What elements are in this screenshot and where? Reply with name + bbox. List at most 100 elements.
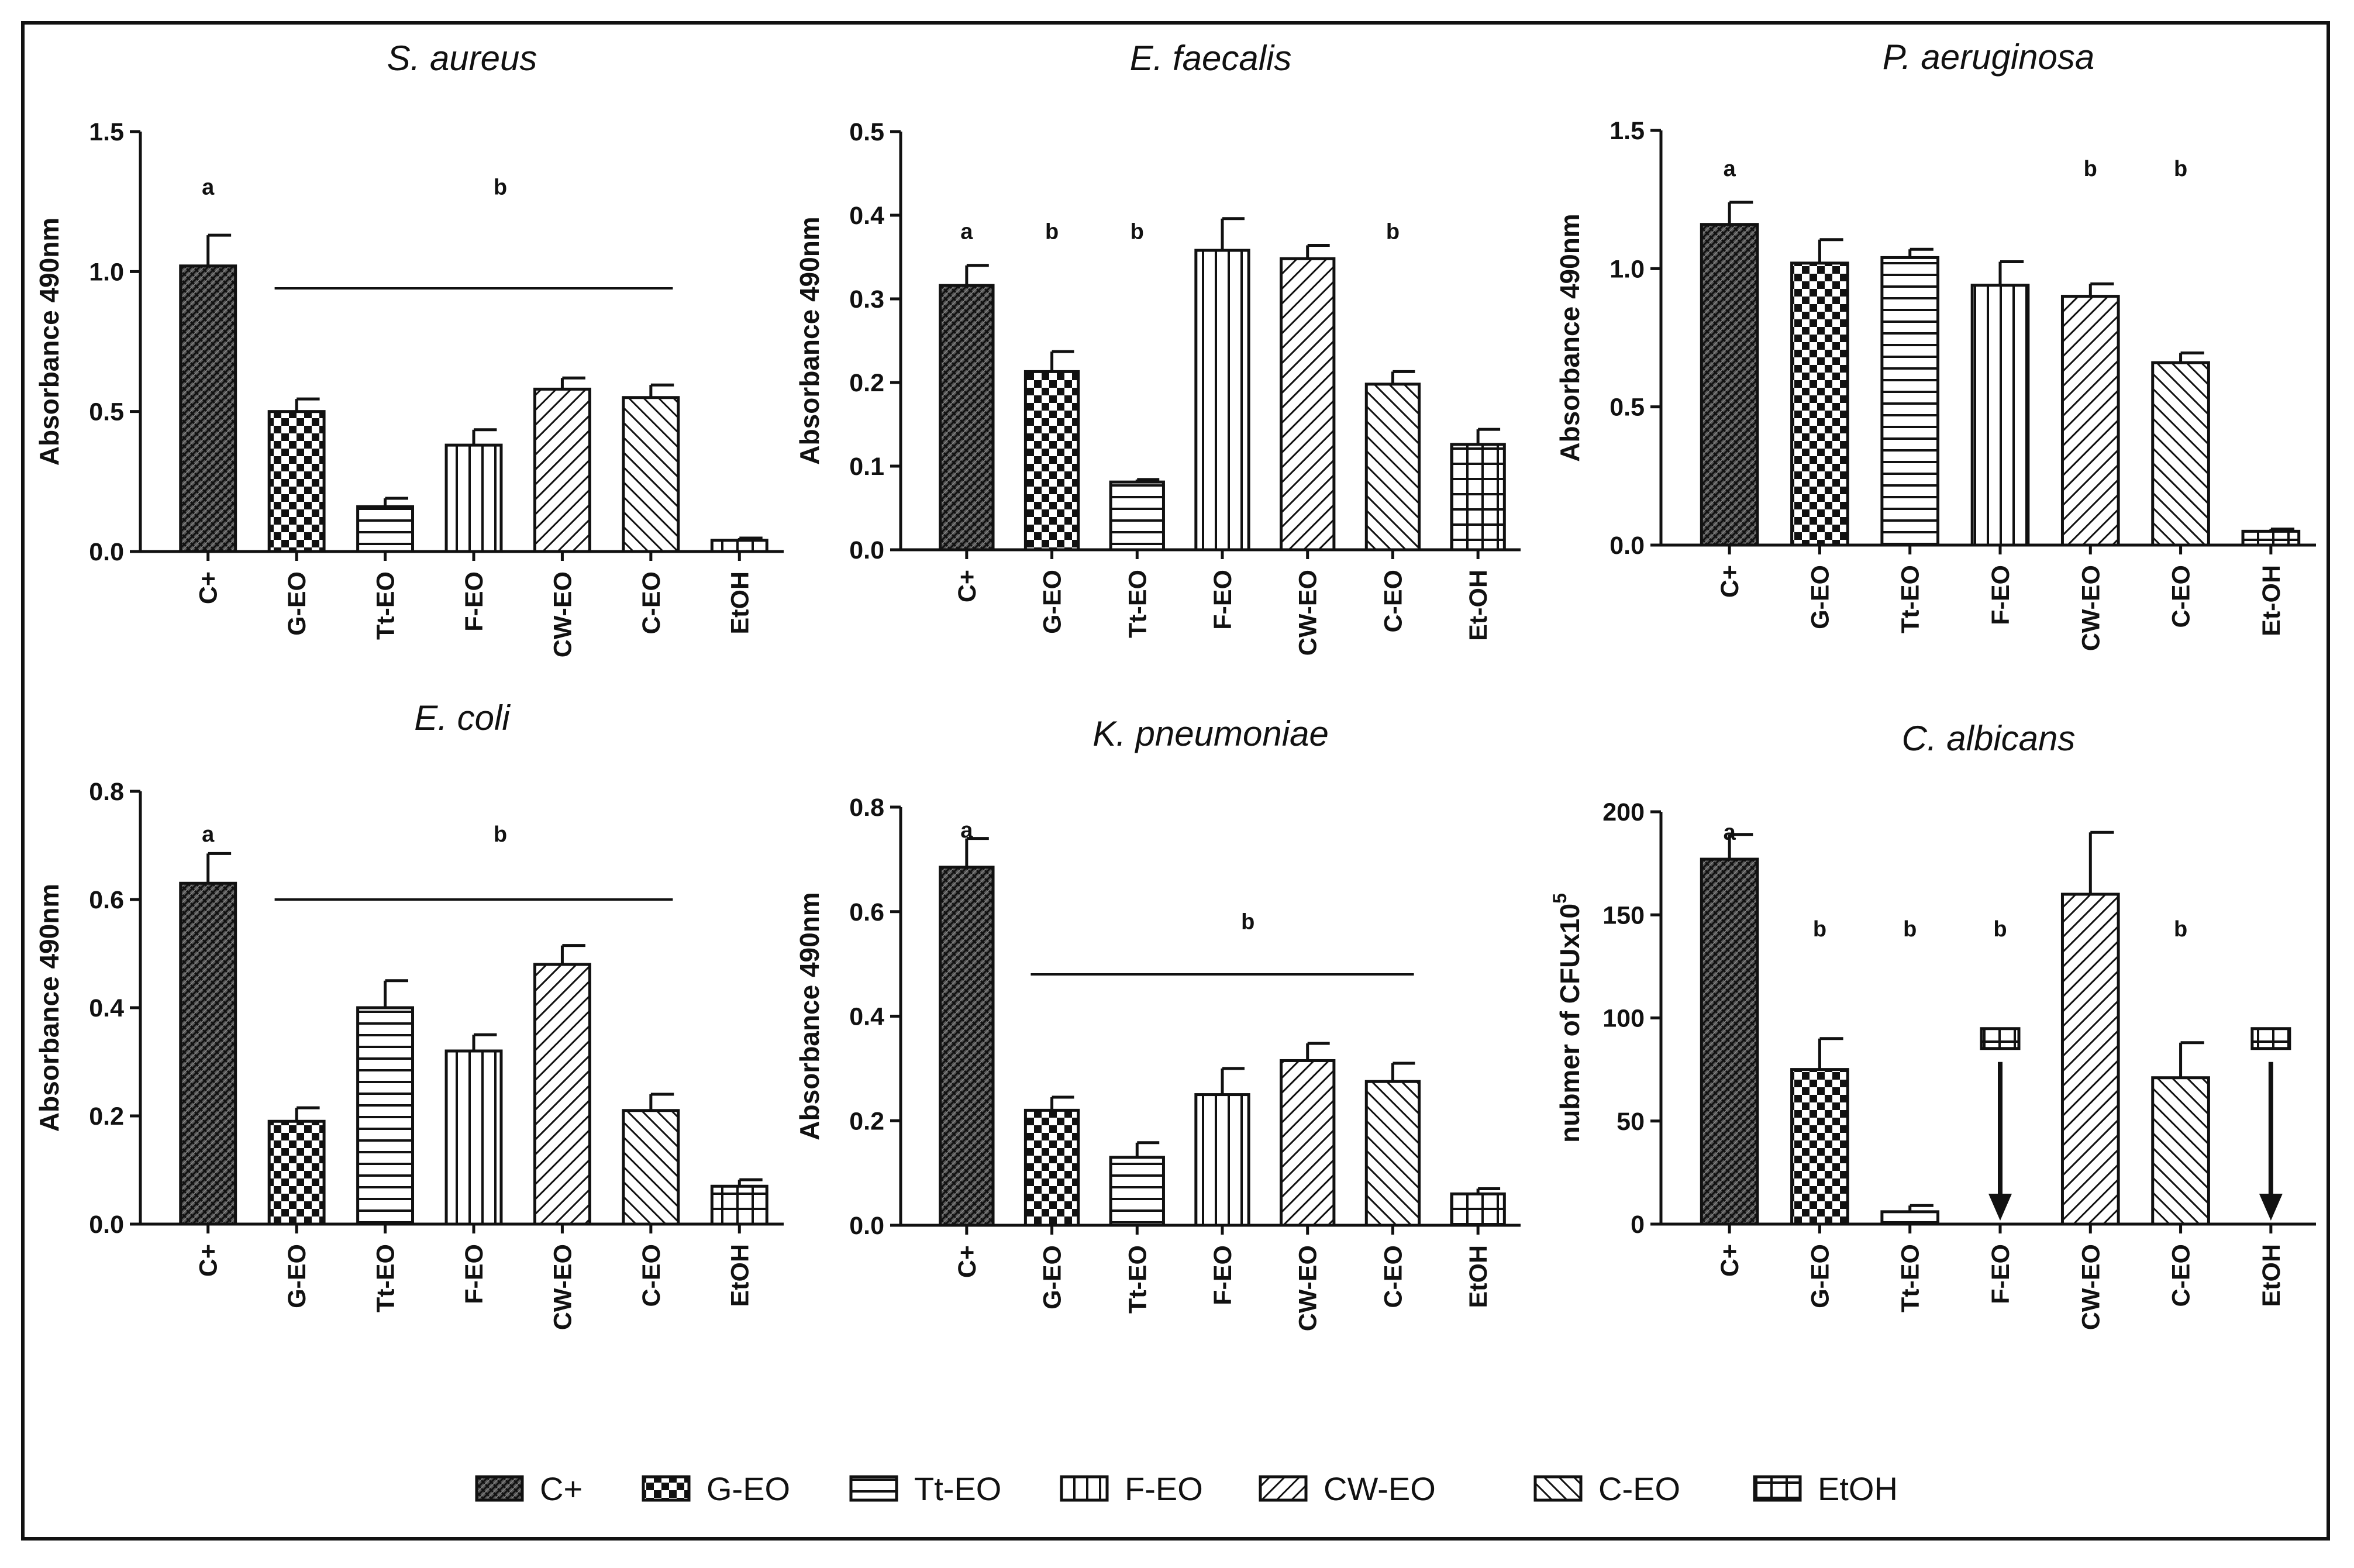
y-tick-label: 50 — [1617, 1108, 1645, 1136]
bar — [1450, 443, 1506, 552]
significance-label: a — [1724, 157, 1736, 181]
significance-label: b — [1903, 917, 1917, 942]
x-tick-label: C-EO — [1379, 1245, 1407, 1308]
x-tick-label: Tt-EO — [1123, 570, 1152, 638]
y-tick-label: 0 — [1631, 1211, 1645, 1239]
bar — [1280, 257, 1336, 552]
bar — [533, 387, 591, 553]
bar — [710, 539, 768, 553]
chart-title: K. pneumoniae — [1092, 714, 1329, 753]
bar — [1023, 370, 1080, 552]
bar — [2241, 529, 2301, 547]
x-tick-label: F-EO — [1987, 1244, 2015, 1304]
y-tick-label: 0.6 — [849, 898, 884, 926]
x-tick-label: F-EO — [460, 571, 488, 632]
x-tick-label: C-EO — [2167, 1244, 2196, 1307]
y-tick-label: 0.0 — [89, 538, 124, 566]
bar — [622, 1109, 680, 1226]
bar — [1700, 857, 1759, 1226]
zero-marker-arrow-head — [2259, 1194, 2283, 1221]
x-tick-label: Et-OH — [1464, 570, 1493, 641]
legend: C+ G-EO Tt-EO F-EO CW-EO C-EO EtOH — [475, 1470, 1898, 1507]
y-tick-label: 0.0 — [849, 536, 884, 564]
x-tick-label: F-EO — [1987, 565, 2015, 625]
x-tick-label: CW-EO — [549, 571, 577, 657]
y-tick-label: 0.2 — [849, 1107, 884, 1135]
x-tick-label: C-EO — [2167, 565, 2196, 628]
significance-label: b — [2174, 917, 2187, 942]
legend-label: G-EO — [706, 1470, 790, 1507]
significance-label: b — [1993, 917, 2007, 942]
legend-swatch — [642, 1475, 691, 1502]
legend-swatch — [475, 1475, 524, 1502]
significance-label: b — [1241, 910, 1254, 935]
bar — [710, 1184, 768, 1226]
legend-label: F-EO — [1125, 1470, 1203, 1507]
y-tick-label: 0.6 — [89, 886, 124, 914]
chart-panel: E. coli Absorbance 490nm 0.0 0.2 0.4 0.6 0.8 C+… — [34, 698, 784, 1330]
bar — [1364, 1080, 1421, 1227]
significance-label: a — [202, 175, 215, 200]
legend-swatch — [1060, 1475, 1109, 1502]
bar — [1790, 1068, 1849, 1226]
legend-label: EtOH — [1818, 1470, 1898, 1507]
x-tick-label: EtOH — [726, 571, 754, 635]
y-tick-label: 1.0 — [1609, 255, 1645, 283]
x-tick-label: G-EO — [1806, 565, 1834, 629]
y-tick-label: 1.5 — [89, 118, 124, 146]
x-tick-label: CW-EO — [1294, 1245, 1322, 1331]
x-tick-label: CW-EO — [549, 1244, 577, 1330]
chart-panel: K. pneumoniae Absorbance 490nm 0.0 0.2 0.4 0.… — [794, 714, 1521, 1331]
bar — [267, 1119, 326, 1226]
bar — [179, 264, 237, 553]
y-axis-label: Absorbance 490nm — [1555, 213, 1585, 461]
chart-title: C. albicans — [1902, 719, 2076, 758]
x-tick-label: EtOH — [726, 1244, 754, 1307]
zero-marker-box — [1980, 1027, 2021, 1050]
bar — [444, 443, 503, 553]
significance-label: b — [1131, 220, 1144, 244]
y-tick-label: 0.1 — [849, 453, 884, 481]
bar — [356, 1006, 415, 1226]
chart-panel: S. aureus Absorbance 490nm 0.0 0.5 1.0 1.5 C+ G… — [34, 39, 784, 657]
bar — [1109, 480, 1165, 552]
zero-marker-box — [2250, 1027, 2291, 1050]
x-tick-label: CW-EO — [2077, 1244, 2105, 1330]
significance-label: b — [494, 822, 507, 847]
x-tick-label: G-EO — [1039, 1245, 1067, 1309]
y-tick-label: 0.4 — [89, 994, 124, 1022]
y-tick-label: 0.8 — [89, 778, 124, 806]
y-tick-label: 100 — [1602, 1005, 1645, 1033]
legend-item: F-EO — [1060, 1470, 1203, 1507]
bar — [1970, 284, 2030, 547]
bar — [533, 963, 591, 1226]
y-axis-label: nubmer of CFUx105 — [1549, 893, 1585, 1143]
x-tick-label: F-EO — [460, 1244, 488, 1304]
y-tick-label: 0.4 — [849, 202, 884, 230]
y-tick-label: 0.5 — [849, 118, 884, 146]
y-axis-label: Absorbance 490nm — [34, 218, 64, 466]
x-tick-label: C+ — [195, 571, 223, 604]
bar — [2060, 295, 2120, 547]
significance-label: a — [202, 822, 215, 847]
chart-panel: E. faecalis Absorbance 490nm 0.0 0.1 0.2 0.3 0… — [794, 39, 1521, 656]
legend-swatch — [1533, 1475, 1583, 1502]
legend-item: Tt-EO — [849, 1470, 1001, 1507]
y-tick-label: 0.8 — [849, 794, 884, 822]
significance-label: b — [2084, 157, 2097, 181]
y-tick-label: 0.3 — [849, 285, 884, 313]
significance-label: b — [1045, 220, 1059, 244]
bar — [1023, 1108, 1080, 1227]
chart-title: E. faecalis — [1130, 39, 1292, 78]
significance-label: a — [960, 818, 973, 843]
bar — [1880, 1210, 1940, 1226]
x-tick-label: C-EO — [637, 571, 666, 635]
y-axis-label-superscript: 5 — [1549, 893, 1570, 904]
x-tick-label: C-EO — [637, 1244, 666, 1307]
x-tick-label: C+ — [1716, 1244, 1744, 1277]
chart-title: S. aureus — [387, 39, 537, 78]
x-tick-label: G-EO — [283, 571, 311, 636]
legend-label: Tt-EO — [914, 1470, 1001, 1507]
bar — [179, 881, 237, 1226]
